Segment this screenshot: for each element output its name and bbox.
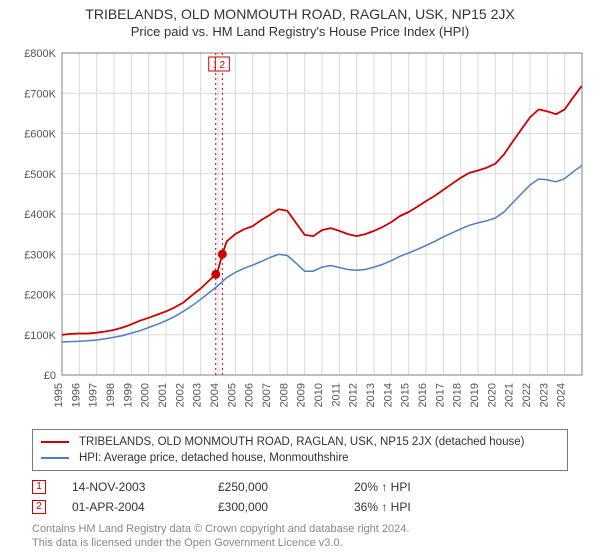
event-marker-box: 2 [32, 500, 46, 514]
svg-text:1998: 1998 [105, 383, 117, 407]
svg-text:£300K: £300K [24, 249, 56, 261]
svg-text:2005: 2005 [226, 383, 238, 407]
svg-text:2003: 2003 [192, 383, 204, 407]
svg-text:2013: 2013 [365, 383, 377, 407]
svg-text:1995: 1995 [53, 383, 65, 407]
svg-text:2000: 2000 [140, 383, 152, 407]
svg-text:2023: 2023 [538, 383, 550, 407]
svg-text:£100K: £100K [24, 330, 56, 342]
svg-text:2014: 2014 [382, 383, 394, 407]
svg-text:2011: 2011 [330, 383, 342, 407]
page-title: TRIBELANDS, OLD MONMOUTH ROAD, RAGLAN, U… [0, 6, 600, 22]
svg-text:2002: 2002 [174, 383, 186, 407]
svg-text:£0: £0 [44, 370, 56, 382]
event-marker-box: 1 [32, 480, 46, 494]
svg-text:2: 2 [220, 60, 226, 71]
svg-text:2017: 2017 [434, 383, 446, 407]
svg-text:2019: 2019 [469, 383, 481, 407]
event-row: 1 14-NOV-2003 £250,000 20% ↑ HPI [32, 477, 568, 497]
event-price: £250,000 [218, 480, 328, 494]
svg-text:1996: 1996 [70, 383, 82, 407]
page-subtitle: Price paid vs. HM Land Registry's House … [0, 24, 600, 39]
legend-swatch [41, 457, 69, 459]
svg-text:£500K: £500K [24, 169, 56, 181]
svg-text:£200K: £200K [24, 290, 56, 302]
svg-text:£400K: £400K [24, 209, 56, 221]
svg-text:2020: 2020 [486, 383, 498, 407]
legend-label: HPI: Average price, detached house, Monm… [79, 452, 349, 464]
footer-attribution: Contains HM Land Registry data © Crown c… [32, 523, 568, 551]
svg-text:2006: 2006 [244, 383, 256, 407]
svg-text:2021: 2021 [504, 383, 516, 407]
svg-text:2012: 2012 [348, 383, 360, 407]
svg-text:2010: 2010 [313, 383, 325, 407]
svg-text:2009: 2009 [296, 383, 308, 407]
svg-text:2004: 2004 [209, 383, 221, 407]
svg-text:2016: 2016 [417, 383, 429, 407]
svg-text:2007: 2007 [261, 383, 273, 407]
legend-label: TRIBELANDS, OLD MONMOUTH ROAD, RAGLAN, U… [79, 436, 524, 448]
event-price: £300,000 [218, 500, 328, 514]
svg-text:£600K: £600K [24, 129, 56, 141]
svg-text:2015: 2015 [400, 383, 412, 407]
event-delta: 36% ↑ HPI [354, 500, 454, 514]
event-date: 01-APR-2004 [72, 500, 192, 514]
svg-text:2022: 2022 [521, 383, 533, 407]
price-chart: £0 £100K £200K £300K £400K £500K £600K £700K £80… [10, 43, 590, 423]
svg-text:1999: 1999 [122, 383, 134, 407]
legend-item: TRIBELANDS, OLD MONMOUTH ROAD, RAGLAN, U… [41, 434, 559, 450]
legend-swatch [41, 441, 69, 443]
legend-item: HPI: Average price, detached house, Monm… [41, 450, 559, 466]
events-table: 1 14-NOV-2003 £250,000 20% ↑ HPI 2 01-APR-200… [32, 477, 568, 517]
footer-line: This data is licensed under the Open Gov… [32, 537, 568, 551]
svg-text:2024: 2024 [556, 383, 568, 407]
event-delta: 20% ↑ HPI [354, 480, 454, 494]
event-row: 2 01-APR-2004 £300,000 36% ↑ HPI [32, 497, 568, 517]
svg-text:£700K: £700K [24, 88, 56, 100]
svg-text:2001: 2001 [157, 383, 169, 407]
event-date: 14-NOV-2003 [72, 480, 192, 494]
svg-text:2018: 2018 [452, 383, 464, 407]
svg-text:2008: 2008 [278, 383, 290, 407]
legend: TRIBELANDS, OLD MONMOUTH ROAD, RAGLAN, U… [32, 429, 568, 471]
svg-text:1997: 1997 [88, 383, 100, 407]
footer-line: Contains HM Land Registry data © Crown c… [32, 523, 568, 537]
svg-text:£800K: £800K [24, 48, 56, 60]
